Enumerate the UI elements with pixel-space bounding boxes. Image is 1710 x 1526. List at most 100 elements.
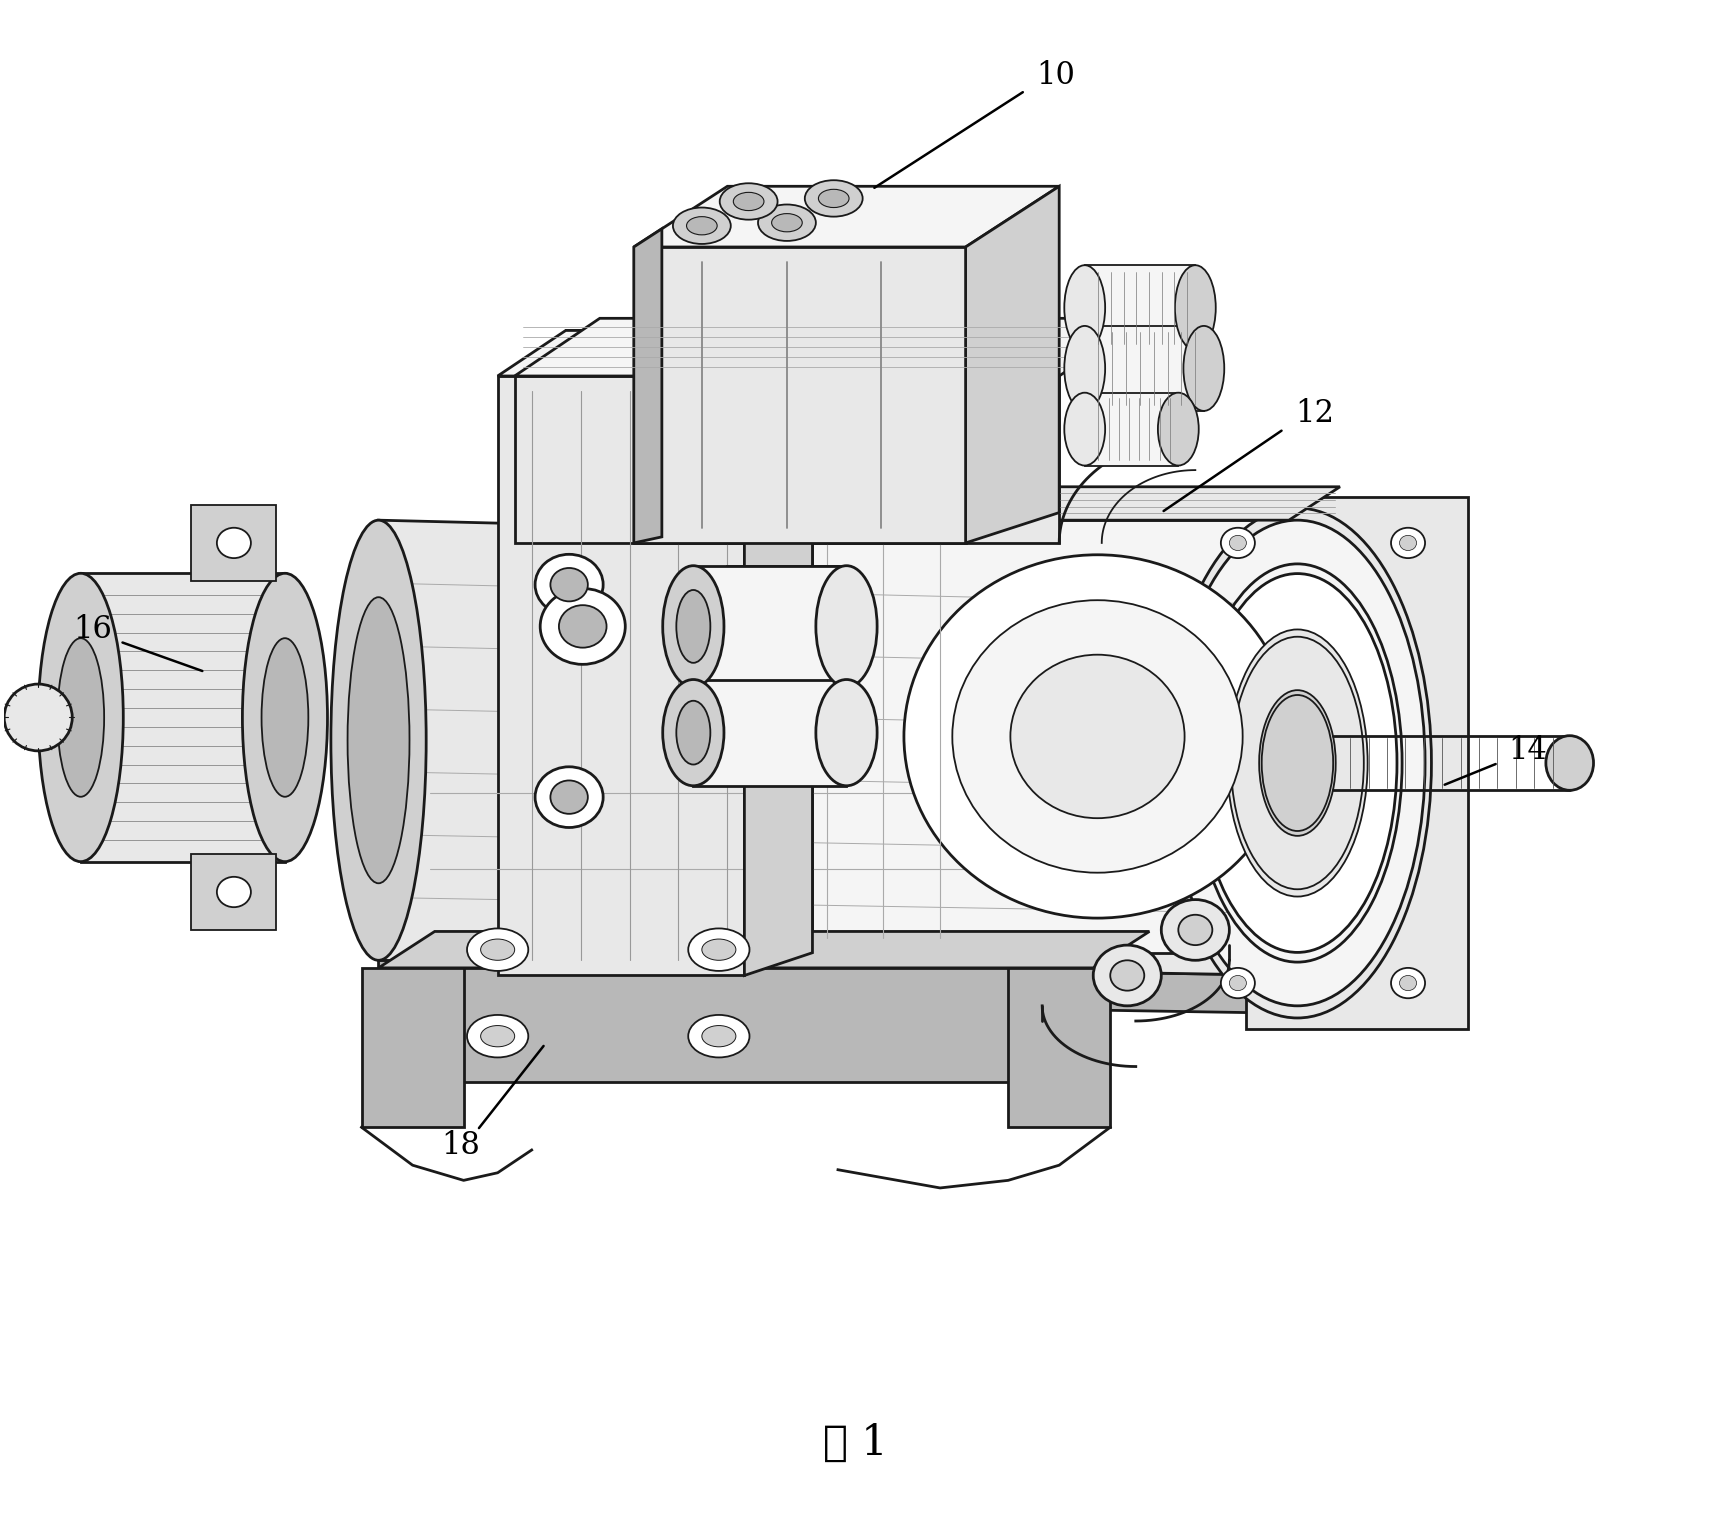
Ellipse shape	[1110, 960, 1144, 990]
Ellipse shape	[1546, 736, 1594, 790]
Text: 图 1: 图 1	[823, 1422, 887, 1463]
Text: 16: 16	[74, 613, 113, 645]
Ellipse shape	[262, 638, 308, 797]
Ellipse shape	[3, 684, 72, 751]
Ellipse shape	[332, 520, 426, 960]
Polygon shape	[1084, 327, 1204, 410]
Polygon shape	[735, 520, 1289, 952]
Ellipse shape	[1390, 967, 1424, 998]
Ellipse shape	[1221, 967, 1255, 998]
Text: 14: 14	[1508, 736, 1546, 766]
Text: 10: 10	[1036, 60, 1076, 92]
Polygon shape	[634, 186, 1058, 247]
Ellipse shape	[1262, 694, 1334, 832]
Ellipse shape	[347, 597, 409, 884]
Ellipse shape	[1163, 508, 1431, 1018]
Ellipse shape	[1229, 975, 1247, 990]
Ellipse shape	[1093, 945, 1161, 1006]
Polygon shape	[634, 229, 662, 543]
Ellipse shape	[1221, 528, 1255, 559]
Polygon shape	[1009, 967, 1110, 1128]
Ellipse shape	[701, 938, 735, 960]
Ellipse shape	[58, 638, 104, 797]
Ellipse shape	[663, 566, 723, 687]
Ellipse shape	[1199, 574, 1397, 952]
Ellipse shape	[1064, 266, 1105, 349]
Ellipse shape	[217, 877, 251, 906]
Ellipse shape	[1064, 327, 1105, 410]
Polygon shape	[735, 487, 1341, 520]
Ellipse shape	[1390, 528, 1424, 559]
Ellipse shape	[535, 554, 604, 615]
Polygon shape	[361, 967, 463, 1128]
Polygon shape	[515, 375, 1058, 543]
Polygon shape	[378, 520, 1298, 975]
Ellipse shape	[467, 1015, 528, 1058]
Ellipse shape	[952, 600, 1243, 873]
Ellipse shape	[687, 1015, 749, 1058]
Ellipse shape	[1399, 975, 1416, 990]
Polygon shape	[192, 855, 277, 929]
Polygon shape	[378, 967, 1093, 1082]
Ellipse shape	[1011, 655, 1185, 818]
Ellipse shape	[701, 1025, 735, 1047]
Ellipse shape	[1161, 900, 1229, 960]
Ellipse shape	[687, 928, 749, 971]
Ellipse shape	[816, 566, 877, 687]
Polygon shape	[566, 331, 812, 952]
Ellipse shape	[905, 555, 1291, 919]
Polygon shape	[498, 375, 744, 975]
Ellipse shape	[1229, 536, 1247, 551]
Ellipse shape	[559, 606, 607, 647]
Ellipse shape	[1170, 520, 1424, 1006]
Polygon shape	[634, 247, 966, 543]
Polygon shape	[693, 679, 846, 786]
Ellipse shape	[551, 780, 588, 813]
Ellipse shape	[243, 574, 328, 862]
Polygon shape	[80, 574, 286, 862]
Ellipse shape	[805, 180, 862, 217]
Ellipse shape	[535, 766, 604, 827]
Ellipse shape	[734, 192, 764, 211]
Polygon shape	[378, 960, 1298, 1013]
Polygon shape	[1247, 497, 1467, 1029]
Polygon shape	[1084, 392, 1178, 465]
Ellipse shape	[540, 589, 626, 664]
Ellipse shape	[38, 574, 123, 862]
Ellipse shape	[663, 679, 723, 786]
Ellipse shape	[1259, 690, 1336, 836]
Ellipse shape	[551, 568, 588, 601]
Polygon shape	[693, 566, 846, 687]
Polygon shape	[378, 931, 1149, 967]
Ellipse shape	[677, 591, 710, 662]
Ellipse shape	[1194, 565, 1402, 961]
Ellipse shape	[758, 204, 816, 241]
Text: 18: 18	[441, 1129, 479, 1161]
Ellipse shape	[481, 938, 515, 960]
Polygon shape	[966, 186, 1058, 543]
Ellipse shape	[819, 189, 850, 208]
Ellipse shape	[481, 1025, 515, 1047]
Text: 12: 12	[1294, 398, 1334, 429]
Ellipse shape	[674, 208, 730, 244]
Polygon shape	[498, 331, 812, 375]
Polygon shape	[727, 566, 838, 656]
Ellipse shape	[1183, 327, 1224, 410]
Polygon shape	[515, 319, 1144, 375]
Ellipse shape	[771, 214, 802, 232]
Polygon shape	[192, 505, 277, 581]
Ellipse shape	[1064, 392, 1105, 465]
Ellipse shape	[1228, 629, 1368, 897]
Ellipse shape	[1399, 536, 1416, 551]
Ellipse shape	[1175, 266, 1216, 349]
Ellipse shape	[1178, 914, 1212, 945]
Polygon shape	[1084, 266, 1195, 349]
Ellipse shape	[720, 183, 778, 220]
Ellipse shape	[1158, 392, 1199, 465]
Ellipse shape	[217, 528, 251, 559]
Polygon shape	[744, 331, 812, 975]
Ellipse shape	[1231, 636, 1365, 890]
Ellipse shape	[816, 679, 877, 786]
Ellipse shape	[677, 700, 710, 765]
Ellipse shape	[467, 928, 528, 971]
